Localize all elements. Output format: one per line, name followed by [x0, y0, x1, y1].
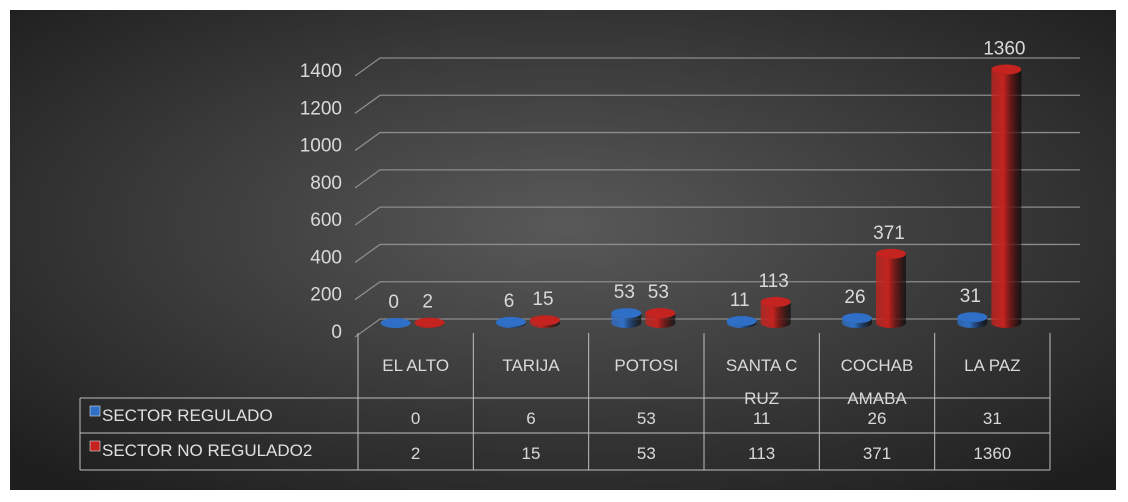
- table-value: 0: [410, 409, 421, 428]
- legend-label: SECTOR NO REGULADO2: [102, 441, 313, 460]
- y-tick-label: 200: [310, 285, 342, 306]
- table-value: 53: [636, 409, 656, 428]
- table-value: 6: [526, 409, 536, 428]
- bar: [957, 317, 988, 328]
- legend-marker: [89, 405, 101, 417]
- bar-top: [530, 315, 560, 326]
- bar: [645, 313, 676, 328]
- value-label: 53: [614, 282, 635, 303]
- table-value: 11: [752, 409, 771, 428]
- table-value: 113: [748, 444, 776, 463]
- value-label: 15: [532, 289, 553, 310]
- value-label: 31: [960, 286, 981, 307]
- x-tick-label: LA PAZ: [964, 356, 1021, 375]
- grid-line: [354, 131, 1080, 152]
- bar: [876, 253, 906, 328]
- table-value: 31: [982, 409, 1002, 428]
- value-label: 1360: [983, 38, 1025, 59]
- grid-line: [354, 281, 1080, 301]
- bar: [530, 320, 560, 328]
- grid-line: [354, 206, 1080, 226]
- table-value: 26: [867, 409, 887, 428]
- bar-top: [991, 64, 1022, 75]
- y-tick-label: 0: [331, 322, 342, 343]
- grid-line: [354, 57, 1080, 77]
- bar-top: [842, 313, 872, 324]
- y-tick-label: 600: [310, 210, 342, 231]
- bar: [842, 318, 872, 328]
- table-value: 371: [862, 444, 892, 463]
- bar-top: [957, 312, 988, 323]
- x-tick-label: TARIJA: [502, 356, 560, 375]
- grid-line: [354, 94, 1080, 114]
- chart-background: [10, 10, 1116, 490]
- bar-top: [760, 296, 791, 307]
- bar-top: [645, 308, 676, 319]
- y-tick-label: 400: [310, 247, 342, 268]
- x-tick-label: EL ALTO: [382, 356, 450, 375]
- value-label: 113: [759, 271, 789, 292]
- value-label: 26: [844, 287, 865, 308]
- table-value: 2: [410, 444, 421, 463]
- legend-marker: [89, 440, 101, 452]
- bar-top: [414, 317, 445, 328]
- x-tick-label: COCHABAMABA: [840, 356, 914, 408]
- bar: [726, 320, 757, 328]
- bar-top: [611, 308, 642, 319]
- value-label: 11: [730, 290, 750, 311]
- bar-top: [496, 316, 526, 327]
- bar-top: [380, 318, 411, 328]
- value-label: 0: [388, 292, 399, 313]
- x-tick-label: SANTA CRUZ: [725, 356, 798, 408]
- table-value: 1360: [973, 444, 1012, 463]
- bar-top: [726, 315, 757, 326]
- bar: [760, 301, 791, 328]
- grid-line: [354, 243, 1080, 263]
- value-label: 371: [873, 223, 905, 244]
- bar-top: [876, 248, 906, 259]
- table-value: 53: [636, 444, 656, 463]
- x-tick-label: POTOSI: [614, 356, 679, 375]
- bar: [611, 313, 642, 328]
- bar: [496, 321, 526, 328]
- table-value: 15: [521, 444, 541, 463]
- legend-label: SECTOR REGULADO: [102, 406, 273, 425]
- value-label: 6: [504, 291, 515, 312]
- y-tick-label: 1400: [300, 61, 342, 82]
- bar: [991, 69, 1022, 328]
- value-label: 53: [648, 282, 669, 303]
- y-tick-label: 1000: [300, 136, 342, 157]
- y-tick-label: 800: [310, 173, 342, 194]
- y-tick-label: 1200: [300, 98, 342, 119]
- value-label: 2: [422, 292, 433, 313]
- grid-line: [354, 169, 1080, 189]
